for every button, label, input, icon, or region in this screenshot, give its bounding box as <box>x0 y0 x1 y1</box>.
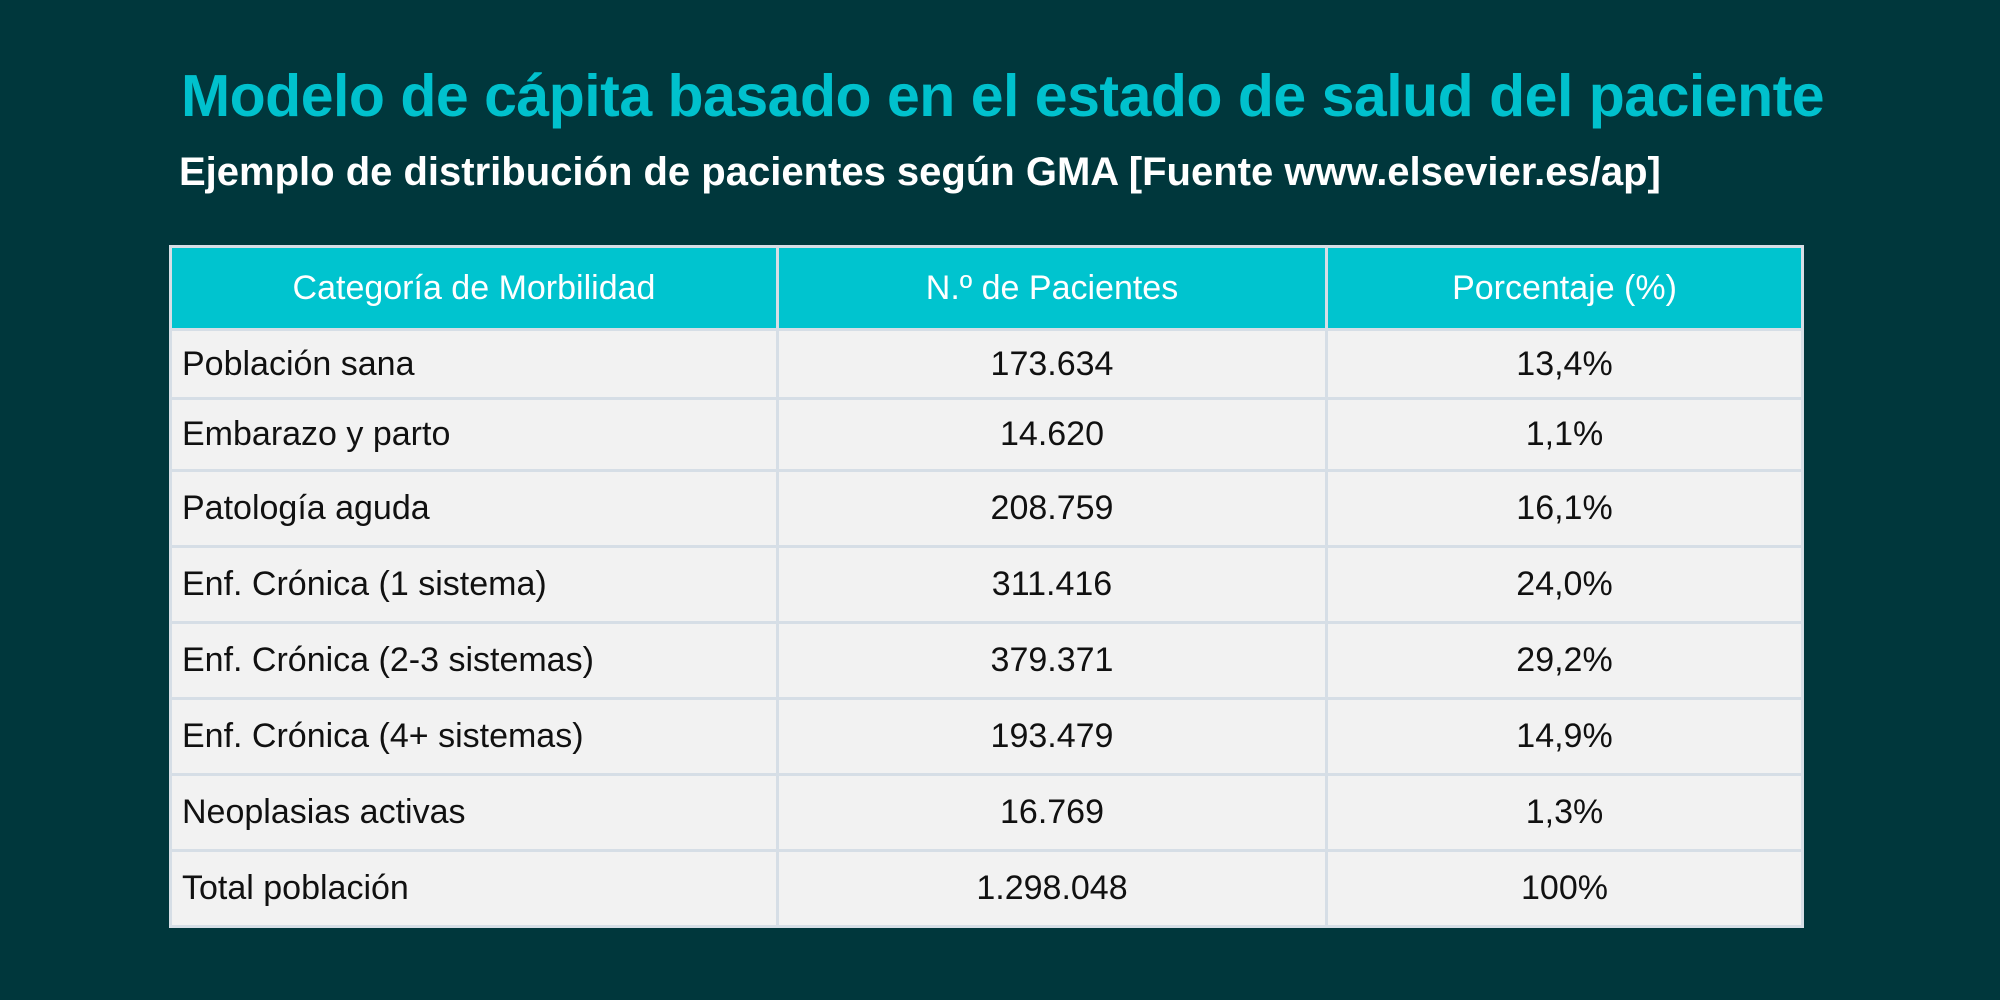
table-row: Embarazo y parto 14.620 1,1% <box>169 397 1804 472</box>
percentage-cell: 100% <box>1325 849 1804 928</box>
patients-cell: 16.769 <box>776 773 1328 852</box>
patients-cell: 14.620 <box>776 397 1328 472</box>
patients-cell: 208.759 <box>776 469 1328 548</box>
slide-title: Modelo de cápita basado en el estado de … <box>181 63 1825 129</box>
header-category: Categoría de Morbilidad <box>169 245 779 331</box>
table-row: Enf. Crónica (1 sistema) 311.416 24,0% <box>169 545 1804 624</box>
patients-cell: 1.298.048 <box>776 849 1328 928</box>
category-cell: Enf. Crónica (1 sistema) <box>169 545 779 624</box>
category-cell: Enf. Crónica (2-3 sistemas) <box>169 621 779 700</box>
category-cell: Total población <box>169 849 779 928</box>
percentage-cell: 1,1% <box>1325 397 1804 472</box>
table-total-row: Total población 1.298.048 100% <box>169 849 1804 928</box>
morbidity-table-container: Categoría de Morbilidad N.º de Pacientes… <box>169 245 1804 928</box>
table-header-row: Categoría de Morbilidad N.º de Pacientes… <box>169 245 1804 331</box>
patients-cell: 379.371 <box>776 621 1328 700</box>
patients-cell: 311.416 <box>776 545 1328 624</box>
table-row: Enf. Crónica (2-3 sistemas) 379.371 29,2… <box>169 621 1804 700</box>
header-patients: N.º de Pacientes <box>776 245 1328 331</box>
percentage-cell: 14,9% <box>1325 697 1804 776</box>
table-row: Patología aguda 208.759 16,1% <box>169 469 1804 548</box>
percentage-cell: 1,3% <box>1325 773 1804 852</box>
category-cell: Embarazo y parto <box>169 397 779 472</box>
category-cell: Población sana <box>169 328 779 400</box>
table-row: Enf. Crónica (4+ sistemas) 193.479 14,9% <box>169 697 1804 776</box>
header-percentage: Porcentaje (%) <box>1325 245 1804 331</box>
table-row: Neoplasias activas 16.769 1,3% <box>169 773 1804 852</box>
table-row: Población sana 173.634 13,4% <box>169 328 1804 400</box>
category-cell: Enf. Crónica (4+ sistemas) <box>169 697 779 776</box>
percentage-cell: 24,0% <box>1325 545 1804 624</box>
slide-subtitle: Ejemplo de distribución de pacientes seg… <box>179 150 1661 194</box>
percentage-cell: 16,1% <box>1325 469 1804 548</box>
percentage-cell: 29,2% <box>1325 621 1804 700</box>
patients-cell: 193.479 <box>776 697 1328 776</box>
category-cell: Neoplasias activas <box>169 773 779 852</box>
percentage-cell: 13,4% <box>1325 328 1804 400</box>
morbidity-table: Categoría de Morbilidad N.º de Pacientes… <box>169 245 1804 928</box>
category-cell: Patología aguda <box>169 469 779 548</box>
patients-cell: 173.634 <box>776 328 1328 400</box>
